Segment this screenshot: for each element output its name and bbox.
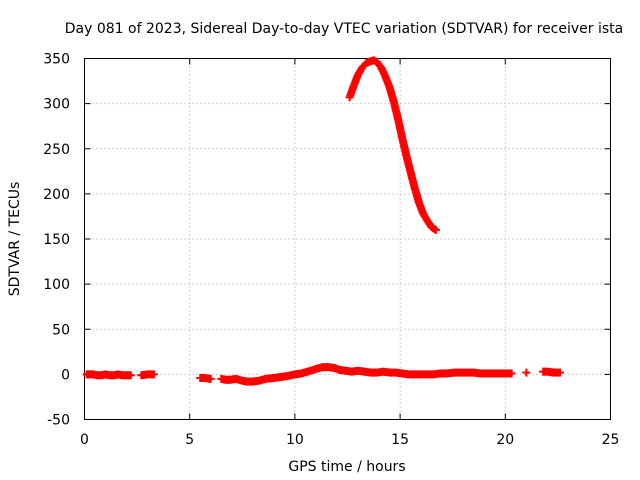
x-tick-label: 25 [602,432,620,448]
y-tick-label: 150 [43,232,70,248]
y-tick-label: 250 [43,142,70,158]
data-point [522,368,531,377]
y-tick-label: 200 [43,187,70,203]
y-tick-label: 100 [43,277,70,293]
x-tick-label: 5 [185,432,194,448]
y-axis-label: SDTVAR / TECUs [7,182,23,297]
x-tick-label: 15 [391,432,409,448]
data-point [556,368,565,377]
data-point [431,225,440,234]
y-tick-label: 350 [43,52,70,68]
data-point [126,371,135,380]
y-tick-label: 300 [43,97,70,113]
chart-title: Day 081 of 2023, Sidereal Day-to-day VTE… [65,21,623,37]
x-tick-label: 10 [286,432,304,448]
y-tick-label: 0 [61,367,70,383]
axis-ticks: 0 5 10 15 20 25 -50 0 50 100 150 200 250 300 350 [43,52,619,449]
y-tick-label: 50 [52,322,70,338]
x-tick-label: 0 [80,432,89,448]
x-axis-label: GPS time / hours [288,459,405,475]
data-point [206,374,215,383]
data-point [507,369,516,378]
x-tick-label: 20 [496,432,514,448]
data-point [149,370,158,379]
grid [84,58,611,420]
data-series [82,56,565,386]
plot-frame [84,58,611,420]
y-tick-label: -50 [47,413,70,429]
